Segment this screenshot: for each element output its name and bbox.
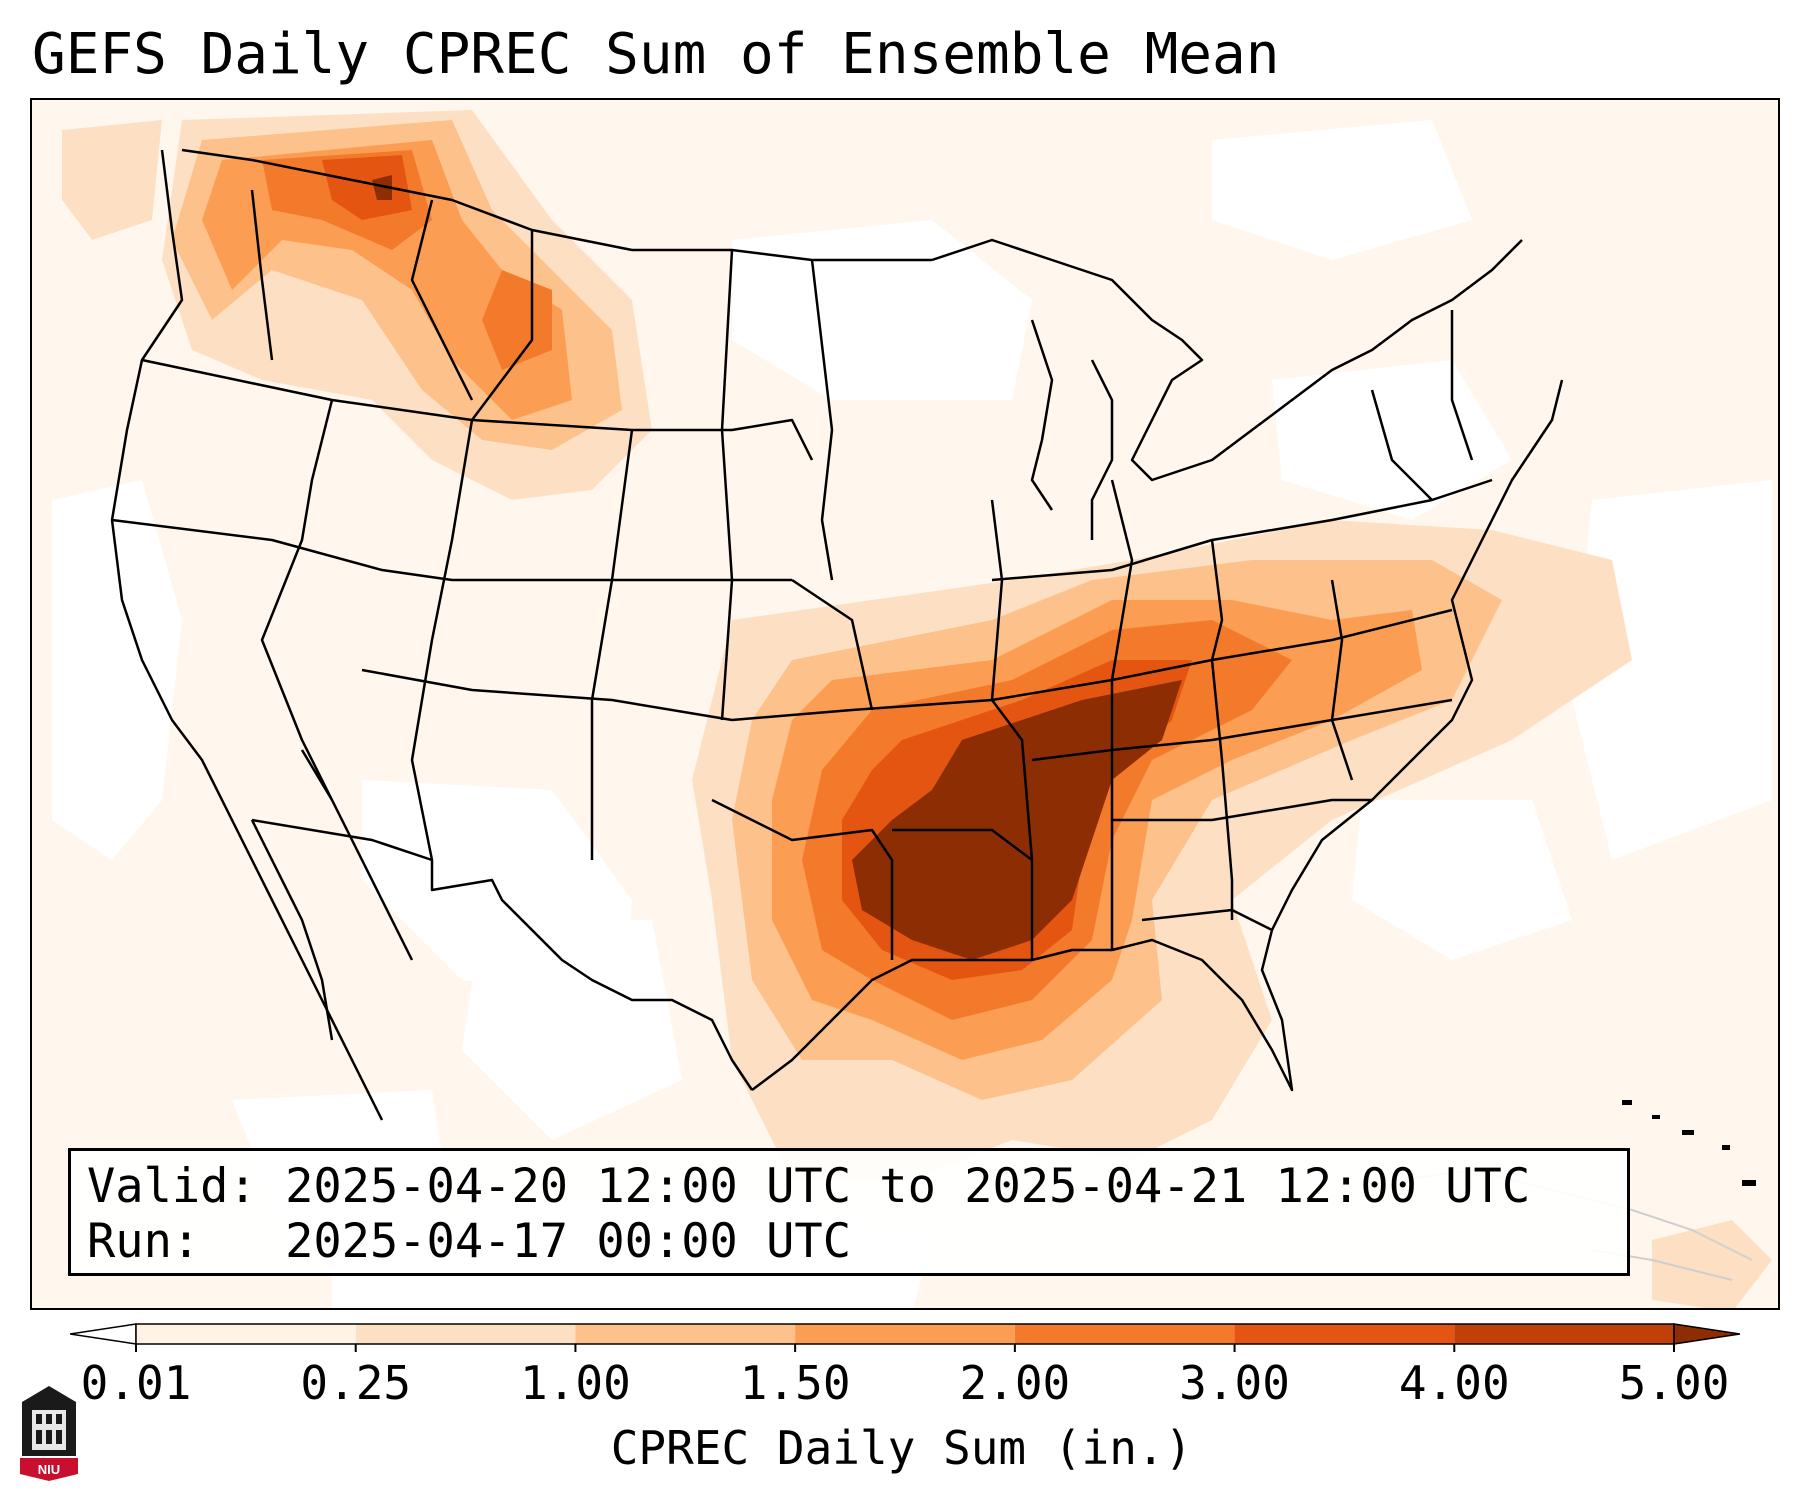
colorbar-tick-label: 0.01 bbox=[80, 1356, 192, 1410]
valid-run-info-box: Valid: 2025-04-20 12:00 UTC to 2025-04-2… bbox=[68, 1148, 1630, 1276]
colorbar bbox=[70, 1323, 1740, 1352]
colorbar-tick-label: 3.00 bbox=[1179, 1356, 1290, 1410]
colorbar-tick-label: 0.25 bbox=[300, 1356, 412, 1410]
colorbar-tick-label: 1.50 bbox=[739, 1356, 851, 1410]
colorbar-tick-label: 5.00 bbox=[1618, 1356, 1730, 1410]
run-time: 2025-04-17 00:00 UTC bbox=[285, 1214, 852, 1269]
colorbar-segment bbox=[1234, 1324, 1455, 1344]
colorbar-tick-label: 1.00 bbox=[520, 1356, 631, 1410]
colorbar-tick-label: 2.00 bbox=[959, 1356, 1071, 1410]
run-label: Run: bbox=[87, 1214, 201, 1269]
valid-time-range: 2025-04-20 12:00 UTC to 2025-04-21 12:00… bbox=[285, 1159, 1531, 1214]
map-title: GEFS Daily CPREC Sum of Ensemble Mean bbox=[32, 22, 1280, 87]
valid-label: Valid: bbox=[87, 1159, 257, 1214]
colorbar-tick-label: 4.00 bbox=[1398, 1356, 1510, 1410]
colorbar-segment bbox=[1454, 1324, 1674, 1344]
colorbar-segment bbox=[795, 1324, 1015, 1344]
colorbar-segment bbox=[355, 1324, 576, 1344]
colorbar-segment bbox=[575, 1324, 796, 1344]
precip-max bbox=[372, 175, 1182, 960]
colorbar-ticks bbox=[135, 1344, 1675, 1352]
niu-logo-text: NIU bbox=[38, 1462, 60, 1477]
colorbar-max-extension bbox=[1673, 1323, 1740, 1345]
colorbar-border bbox=[135, 1323, 1675, 1345]
niu-logo: NIU bbox=[20, 1386, 78, 1481]
boundaries bbox=[110, 148, 1564, 1121]
precipitation-map bbox=[32, 100, 1778, 1308]
colorbar-segment bbox=[1014, 1324, 1235, 1344]
map-panel bbox=[30, 98, 1780, 1310]
bahamas-islands bbox=[1622, 1100, 1756, 1186]
colorbar-segments bbox=[70, 1323, 1740, 1345]
colorbar-min-extension bbox=[70, 1323, 137, 1345]
colorbar-segment bbox=[136, 1324, 356, 1344]
colorbar-label: CPREC Daily Sum (in.) bbox=[610, 1421, 1193, 1475]
